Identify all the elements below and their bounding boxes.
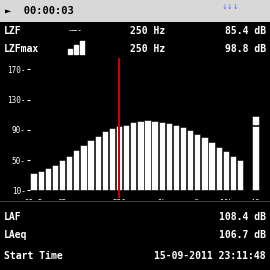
Text: 250 Hz: 250 Hz xyxy=(130,26,165,36)
Bar xyxy=(230,156,236,190)
Text: 250 Hz: 250 Hz xyxy=(130,44,165,54)
Bar xyxy=(102,131,108,190)
Bar xyxy=(31,173,37,190)
Bar xyxy=(80,41,84,54)
Text: Start Time: Start Time xyxy=(4,251,63,261)
Text: LZFmax: LZFmax xyxy=(4,44,39,54)
Bar xyxy=(123,125,129,190)
Bar xyxy=(187,130,193,190)
Text: ►  00:00:03: ► 00:00:03 xyxy=(5,6,74,16)
Bar xyxy=(59,160,65,190)
Bar xyxy=(80,145,87,190)
Text: 98.8 dB: 98.8 dB xyxy=(225,44,266,54)
Text: -–-: -–- xyxy=(68,26,83,35)
Bar xyxy=(109,128,115,190)
Text: 85.4 dB: 85.4 dB xyxy=(225,26,266,36)
Bar xyxy=(180,127,186,190)
Text: LZF: LZF xyxy=(4,26,22,36)
Bar xyxy=(237,160,243,190)
Bar xyxy=(52,165,58,190)
Bar xyxy=(252,116,259,124)
Bar xyxy=(74,45,78,54)
Text: LAeq: LAeq xyxy=(4,230,28,240)
Bar xyxy=(201,137,208,190)
Bar xyxy=(94,136,101,190)
Text: 106.7 dB: 106.7 dB xyxy=(219,230,266,240)
Bar xyxy=(144,120,151,190)
Bar xyxy=(158,122,165,190)
Bar xyxy=(151,121,158,190)
Bar xyxy=(166,123,172,190)
Bar xyxy=(137,121,144,190)
Bar xyxy=(215,147,222,190)
Bar xyxy=(130,122,136,190)
Text: ↓↓↓: ↓↓↓ xyxy=(221,4,239,10)
Text: LAF: LAF xyxy=(4,212,22,222)
Text: 15-09-2011 23:11:48: 15-09-2011 23:11:48 xyxy=(154,251,266,261)
Bar xyxy=(252,126,259,190)
Bar xyxy=(194,134,201,190)
Bar xyxy=(87,140,94,190)
Bar xyxy=(73,150,79,190)
Bar xyxy=(38,171,44,190)
Bar xyxy=(45,168,51,190)
Bar xyxy=(116,126,122,190)
Bar xyxy=(223,151,229,190)
Bar xyxy=(173,124,179,190)
Bar xyxy=(68,49,72,54)
Bar xyxy=(66,156,72,190)
Text: 108.4 dB: 108.4 dB xyxy=(219,212,266,222)
Bar xyxy=(208,142,215,190)
